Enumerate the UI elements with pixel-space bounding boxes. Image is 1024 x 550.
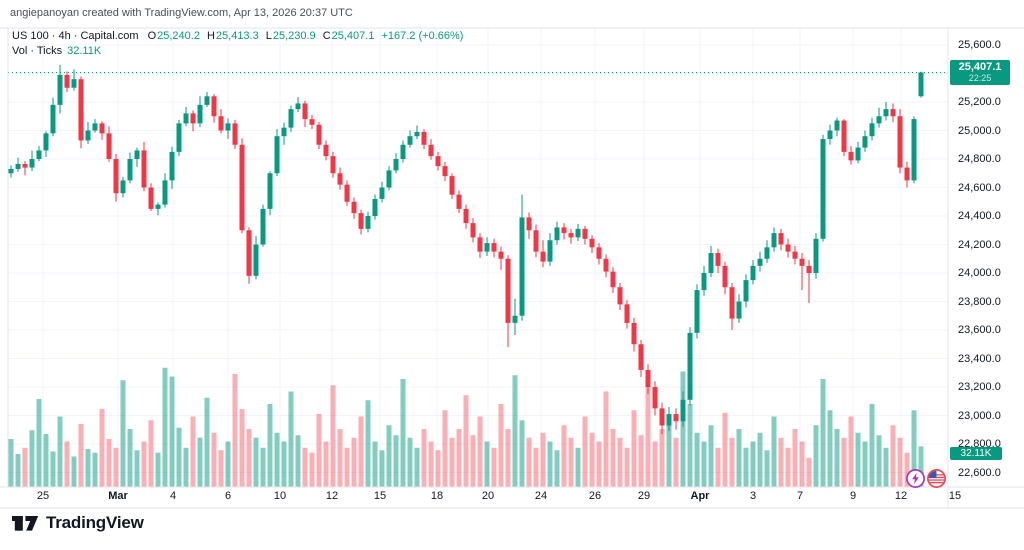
price-tick-label: 24,600.0 xyxy=(958,181,1001,194)
date-tick-label: 7 xyxy=(796,490,804,502)
attribution-bar: angiepanoyan created with TradingView.co… xyxy=(10,7,353,19)
date-tick-label: 15 xyxy=(948,490,962,502)
open-value: 25,240.2 xyxy=(157,30,200,42)
volume-indicator-value: 32.11K xyxy=(67,45,102,57)
price-tick-label: 23,400.0 xyxy=(958,352,1001,365)
low-value: 25,230.9 xyxy=(272,30,316,42)
legend-volume-row: Vol · Ticks 32.11K xyxy=(12,45,463,58)
price-tick-label: 25,600.0 xyxy=(958,39,1001,51)
bar-countdown: 22:25 xyxy=(968,73,992,83)
close-label: C xyxy=(322,30,331,42)
price-tick-label: 24,800.0 xyxy=(958,153,1001,165)
date-tick-label: 4 xyxy=(169,490,177,502)
price-tick-label: 23,200.0 xyxy=(958,381,1001,393)
symbol-title[interactable]: US 100 · 4h · Capital.com xyxy=(12,30,139,42)
date-tick-label: 29 xyxy=(637,490,651,502)
attribution-text: angiepanoyan created with TradingView.co… xyxy=(10,7,353,19)
tradingview-logo-icon xyxy=(12,515,39,531)
last-price-value: 25,407.1 xyxy=(958,61,1002,73)
volume-axis-badge: 32.11K xyxy=(950,447,1002,460)
lightning-bolt-glyph xyxy=(912,472,919,485)
date-tick-label: 3 xyxy=(749,490,757,502)
us-flag-glyph xyxy=(928,470,945,484)
volume-indicator-label[interactable]: Vol · Ticks xyxy=(12,45,63,57)
price-tick-label: 23,600.0 xyxy=(958,324,1001,336)
price-tick-label: 23,000.0 xyxy=(958,409,1001,422)
economic-event-flash-icon[interactable] xyxy=(905,468,926,489)
brand-name: TradingView xyxy=(46,513,144,532)
open-label: O xyxy=(147,30,157,42)
last-price-badge: 25,407.1 22:25 xyxy=(950,60,1010,85)
date-tick-label: 10 xyxy=(273,490,287,502)
date-tick-label: Apr xyxy=(690,490,710,502)
date-tick-label: 15 xyxy=(373,490,387,502)
date-tick-label: 24 xyxy=(534,490,548,502)
date-tick-label: 20 xyxy=(481,490,495,502)
price-tick-label: 24,400.0 xyxy=(958,210,1001,222)
date-tick-label: 12 xyxy=(894,490,908,502)
footer-branding[interactable]: TradingView xyxy=(12,513,144,533)
date-tick-label: 12 xyxy=(325,490,339,502)
date-tick-label: 25 xyxy=(36,490,50,502)
date-tick-label: 9 xyxy=(849,490,857,502)
price-tick-label: 24,000.0 xyxy=(958,267,1001,279)
high-value: 25,413.3 xyxy=(215,30,259,42)
change-value: +167.2 (+0.66%) xyxy=(381,30,464,42)
high-label: H xyxy=(206,30,215,42)
price-tick-label: 24,200.0 xyxy=(958,238,1001,251)
price-tick-label: 25,000.0 xyxy=(958,124,1001,137)
low-label: L xyxy=(265,30,272,42)
price-tick-label: 23,800.0 xyxy=(958,295,1001,308)
date-tick-label: 6 xyxy=(224,490,232,502)
close-value: 25,407.1 xyxy=(331,30,375,42)
legend-main-row: US 100 · 4h · Capital.com O 25,240.2 H 25,… xyxy=(12,30,463,43)
price-tick-label: 25,200.0 xyxy=(958,96,1001,108)
date-tick-label: Mar xyxy=(108,490,128,502)
price-tick-label: 22,600.0 xyxy=(958,466,1001,479)
symbol-legend: US 100 · 4h · Capital.com O 25,240.2 H 25,… xyxy=(12,30,463,60)
us-flag-event-icon[interactable] xyxy=(926,468,947,489)
date-tick-label: 26 xyxy=(588,490,602,502)
date-tick-label: 18 xyxy=(430,490,444,502)
